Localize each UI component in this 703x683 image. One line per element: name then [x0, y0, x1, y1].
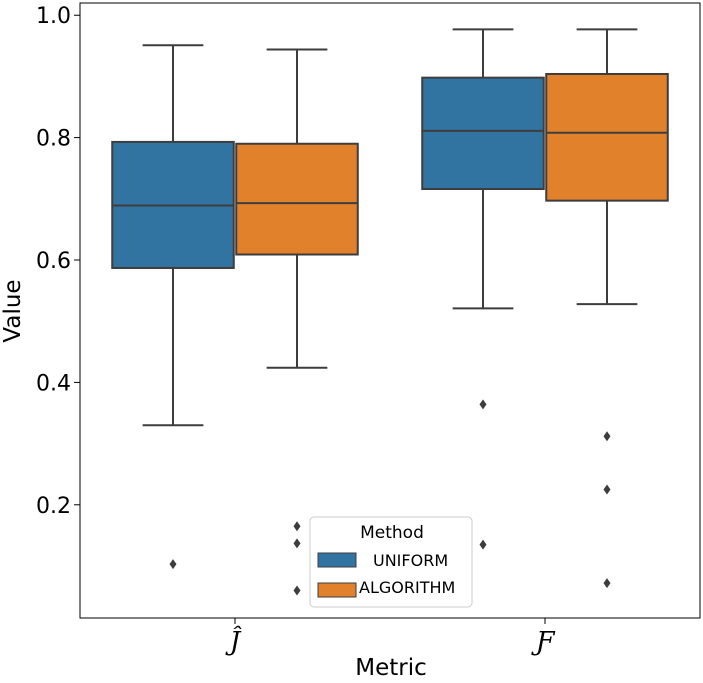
y-tick-label: 1.0: [36, 4, 71, 29]
box-uniform-1: [421, 28, 545, 550]
outlier-point: [603, 431, 611, 442]
x-tick-label: Ƒ: [531, 627, 556, 657]
box-iqr: [235, 142, 359, 256]
box-iqr: [421, 76, 545, 191]
y-axis: 0.2 0.4 0.6 0.8 1.0: [36, 4, 80, 519]
x-axis-label: Metric: [355, 655, 427, 681]
y-tick-label: 0.2: [36, 494, 71, 519]
y-tick-label: 0.8: [36, 127, 71, 152]
legend-swatch-algorithm: [317, 582, 357, 598]
legend-title: Method: [360, 523, 424, 543]
outlier-point: [479, 399, 487, 410]
legend-label-algorithm: ALGORITHM: [359, 578, 455, 597]
outlier-point: [293, 585, 301, 596]
box-series: [111, 28, 669, 596]
legend: Method UNIFORM ALGORITHM: [309, 516, 473, 608]
x-tick-label: Ĵ: [225, 625, 242, 657]
legend-swatch-uniform: [317, 552, 357, 568]
outlier-point: [293, 521, 301, 532]
y-tick-label: 0.4: [36, 371, 71, 396]
outlier-point: [169, 559, 177, 570]
outlier-point: [603, 484, 611, 495]
outlier-point: [603, 578, 611, 589]
y-axis-label: Value: [0, 279, 26, 342]
box-algorithm-0: [235, 48, 359, 596]
box-iqr: [545, 72, 669, 202]
outlier-point: [293, 538, 301, 549]
box-algorithm-1: [545, 28, 669, 589]
outlier-point: [479, 539, 487, 550]
legend-label-uniform: UNIFORM: [373, 551, 448, 570]
box-uniform-0: [111, 44, 235, 570]
y-tick-label: 0.6: [36, 249, 71, 274]
